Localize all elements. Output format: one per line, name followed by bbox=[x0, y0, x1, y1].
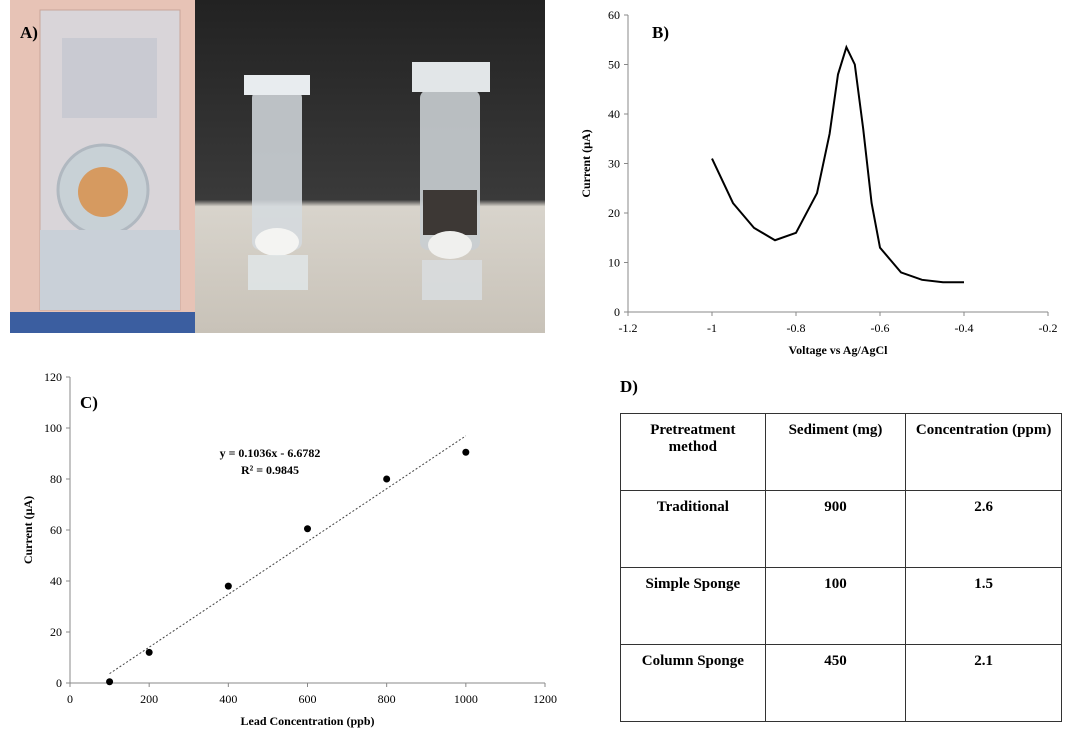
table-row: Pretreatment method Sediment (mg) Concentr… bbox=[620, 413, 1062, 491]
table-cell: 1.5 bbox=[905, 567, 1062, 645]
y-tick-label: 0 bbox=[614, 305, 620, 319]
y-tick-label: 100 bbox=[44, 421, 62, 435]
x-tick-label: 400 bbox=[219, 692, 237, 706]
x-axis-title: Voltage vs Ag/AgCl bbox=[789, 343, 889, 357]
y-tick-label: 40 bbox=[50, 574, 62, 588]
x-tick-label: -1 bbox=[707, 321, 717, 335]
line-series bbox=[711, 44, 964, 284]
y-axis-title: Current (µA) bbox=[21, 496, 35, 564]
table-cell: Pretreatment method bbox=[620, 413, 766, 491]
y-tick-label: 20 bbox=[608, 206, 620, 220]
table-row: Traditional 900 2.6 bbox=[620, 490, 1062, 568]
panel-label: B) bbox=[652, 23, 669, 42]
x-tick-label: -0.8 bbox=[787, 321, 806, 335]
table-cell: Column Sponge bbox=[620, 644, 766, 722]
x-tick-label: -1.2 bbox=[619, 321, 638, 335]
panel-label: A) bbox=[20, 23, 38, 42]
y-tick-label: 20 bbox=[50, 625, 62, 639]
table-cell: 100 bbox=[764, 567, 907, 645]
x-tick-label: 0 bbox=[67, 692, 73, 706]
point bbox=[224, 582, 232, 590]
panel-label: D) bbox=[620, 377, 638, 396]
table-cell: 2.6 bbox=[905, 490, 1062, 568]
table-cell: 450 bbox=[764, 644, 907, 722]
point bbox=[383, 475, 391, 483]
x-tick-label: -0.4 bbox=[955, 321, 974, 335]
x-tick-label: -0.6 bbox=[871, 321, 890, 335]
y-tick-label: 60 bbox=[50, 523, 62, 537]
x-axis-title: Lead Concentration (ppb) bbox=[240, 714, 374, 728]
y-tick-label: 60 bbox=[608, 8, 620, 22]
point bbox=[106, 678, 114, 686]
y-axis-title: Current (µA) bbox=[579, 129, 593, 197]
y-tick-label: 0 bbox=[56, 676, 62, 690]
y-tick-label: 80 bbox=[50, 472, 62, 486]
table-cell: 2.1 bbox=[905, 644, 1062, 722]
point bbox=[462, 448, 470, 456]
table-cell: Concentration (ppm) bbox=[905, 413, 1062, 491]
trendline bbox=[109, 435, 467, 675]
panel-label: C) bbox=[80, 393, 98, 412]
point bbox=[145, 648, 153, 656]
table-row: Column Sponge 450 2.1 bbox=[620, 644, 1062, 722]
table-row: Simple Sponge 100 1.5 bbox=[620, 567, 1062, 645]
point bbox=[304, 525, 311, 533]
table-cell: 900 bbox=[764, 490, 907, 568]
x-tick-label: -0.2 bbox=[1039, 321, 1058, 335]
x-tick-label: 200 bbox=[140, 692, 158, 706]
table-cell: Simple Sponge bbox=[620, 567, 766, 645]
y-tick-label: 10 bbox=[608, 256, 620, 270]
equation: y = 0.1036x - 6.6782 bbox=[220, 446, 321, 460]
equation: R² = 0.9845 bbox=[241, 463, 299, 477]
x-tick-label: 1000 bbox=[454, 692, 478, 706]
table-cell: Traditional bbox=[620, 490, 766, 568]
x-tick-label: 800 bbox=[378, 692, 396, 706]
y-tick-label: 120 bbox=[44, 370, 62, 384]
y-tick-label: 30 bbox=[608, 157, 620, 171]
table-cell: Sediment (mg) bbox=[764, 413, 907, 491]
results-table: Pretreatment method Sediment (mg) Concentr… bbox=[620, 413, 1062, 722]
photo: A) bbox=[10, 0, 545, 333]
x-tick-label: 1200 bbox=[533, 692, 557, 706]
charts: 0 10 20 30 40 50 60 -1.2 -1 -0.8 -0.6 -0.4 -0.2 Volta… bbox=[21, 8, 1058, 728]
x-tick-label: 600 bbox=[299, 692, 317, 706]
y-tick-label: 40 bbox=[608, 107, 620, 121]
y-tick-label: 50 bbox=[608, 58, 620, 72]
